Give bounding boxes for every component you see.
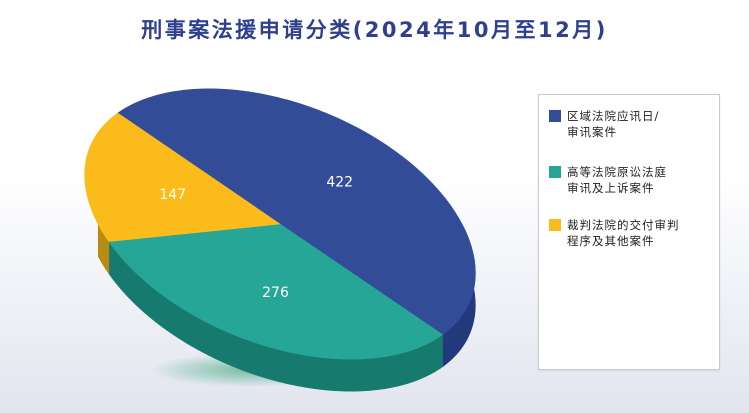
legend: 区域法院应讯日/ 审讯案件 高等法院原讼法庭 审讯及上诉案件 裁判法院的交付审判… bbox=[538, 94, 720, 370]
legend-label: 高等法院原讼法庭 审讯及上诉案件 bbox=[567, 165, 667, 195]
legend-item-district-court: 区域法院应讯日/ 审讯案件 bbox=[549, 108, 717, 140]
pie-value-label: 147 bbox=[159, 187, 186, 203]
legend-item-high-court: 高等法院原讼法庭 审讯及上诉案件 bbox=[549, 164, 717, 196]
legend-swatch bbox=[549, 110, 561, 122]
legend-label: 裁判法院的交付审判 程序及其他案件 bbox=[567, 218, 680, 248]
pie-body: 422 276 147 bbox=[84, 88, 476, 392]
legend-label: 区域法院应讯日/ 审讯案件 bbox=[567, 109, 660, 139]
chart-title: 刑事案法援申请分类(2024年10月至12月) bbox=[141, 18, 608, 42]
legend-item-magistrates-court: 裁判法院的交付审判 程序及其他案件 bbox=[549, 217, 717, 249]
pie-slice bbox=[117, 88, 476, 336]
pie-slice bbox=[84, 112, 281, 242]
pie-value-label: 422 bbox=[326, 174, 353, 190]
pie-value-label: 276 bbox=[262, 285, 289, 301]
legend-swatch bbox=[549, 219, 561, 231]
legend-swatch bbox=[549, 166, 561, 178]
pie-slice bbox=[108, 223, 444, 360]
